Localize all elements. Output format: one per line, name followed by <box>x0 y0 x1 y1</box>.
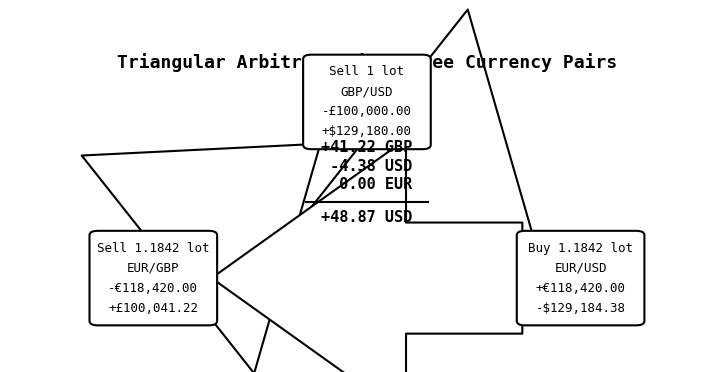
Text: Sell 1.1842 lot
EUR/GBP
-€118,420.00
+£100,041.22: Sell 1.1842 lot EUR/GBP -€118,420.00 +£1… <box>97 241 210 315</box>
Text: 0.00 EUR: 0.00 EUR <box>321 177 412 192</box>
Text: +48.87 USD: +48.87 USD <box>321 211 412 225</box>
FancyBboxPatch shape <box>90 231 217 326</box>
Text: Sell 1 lot
GBP/USD
-£100,000.00
+$129,180.00: Sell 1 lot GBP/USD -£100,000.00 +$129,18… <box>322 65 412 138</box>
Text: Triangular Arbitrage with Three Currency Pairs: Triangular Arbitrage with Three Currency… <box>117 53 617 72</box>
FancyBboxPatch shape <box>517 231 644 326</box>
Text: -4.38 USD: -4.38 USD <box>321 159 412 174</box>
FancyBboxPatch shape <box>303 55 431 149</box>
Text: +41.22 GBP: +41.22 GBP <box>321 140 412 155</box>
Text: Buy 1.1842 lot
EUR/USD
+€118,420.00
-$129,184.38: Buy 1.1842 lot EUR/USD +€118,420.00 -$12… <box>528 241 633 315</box>
